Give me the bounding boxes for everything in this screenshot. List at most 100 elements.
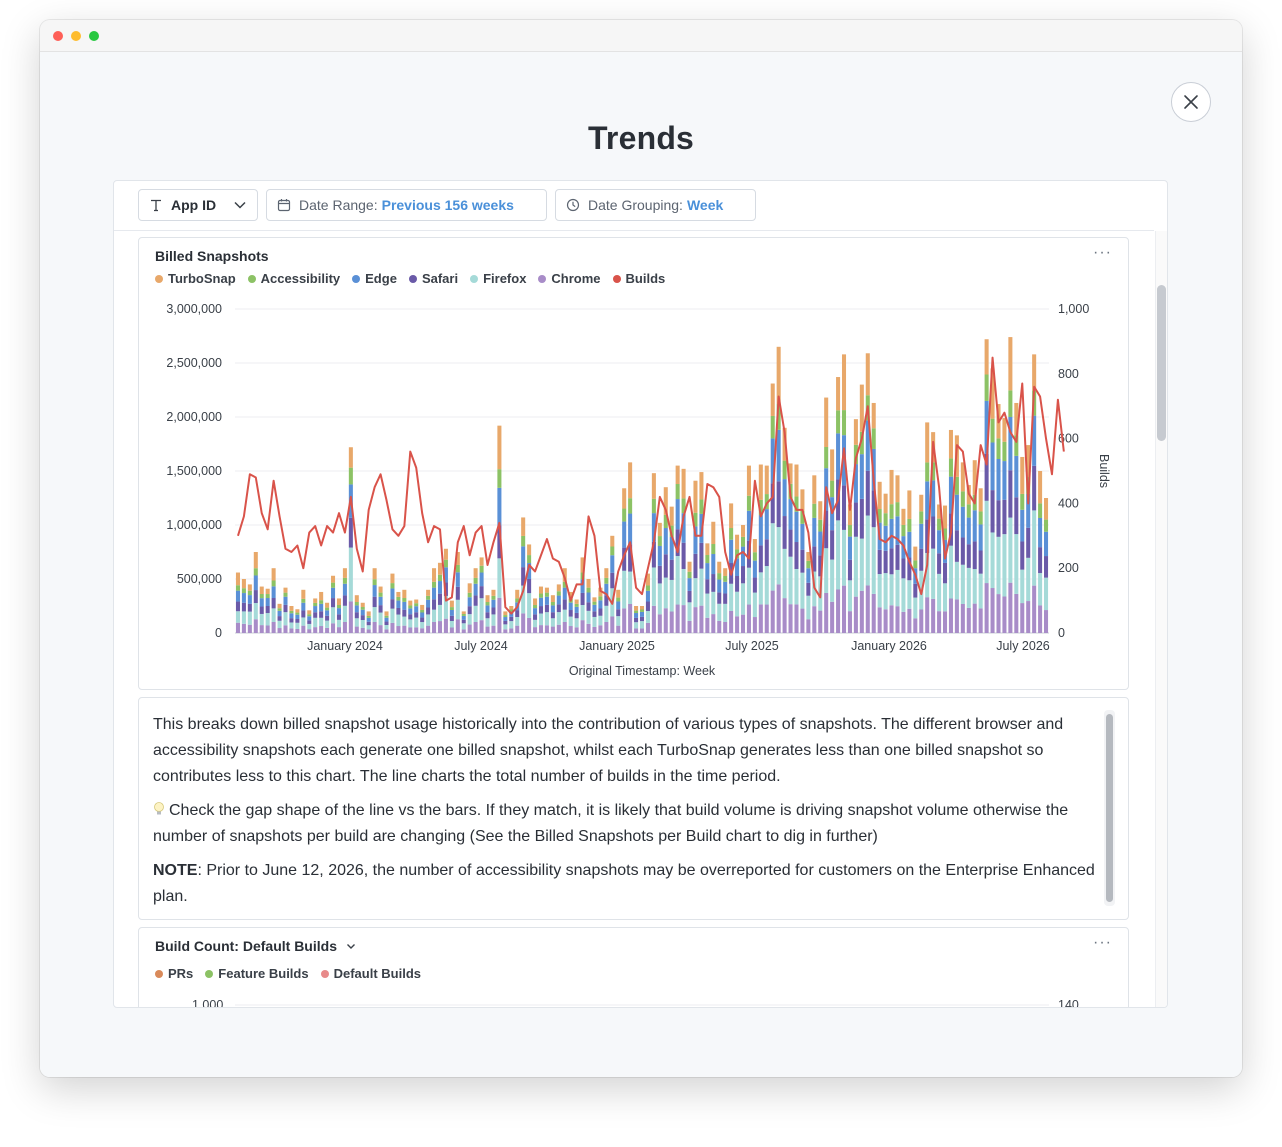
bar-segment bbox=[283, 604, 288, 613]
bar-segment bbox=[836, 433, 841, 480]
bar-segment bbox=[277, 608, 282, 611]
bar-segment bbox=[883, 513, 888, 526]
more-options-button[interactable]: ··· bbox=[1093, 934, 1112, 951]
bar-segment bbox=[491, 599, 496, 608]
legend-item-accessibility[interactable]: Accessibility bbox=[247, 271, 340, 286]
build-count-title-dropdown[interactable]: Build Count: Default Builds bbox=[155, 938, 357, 954]
bar-segment bbox=[687, 590, 692, 603]
description-scrollbar-thumb[interactable] bbox=[1106, 714, 1113, 902]
close-modal-button[interactable] bbox=[1171, 82, 1211, 122]
bar-segment bbox=[806, 619, 811, 633]
bar-segment bbox=[818, 501, 823, 520]
zoom-window-button[interactable] bbox=[89, 31, 99, 41]
legend-item-prs[interactable]: PRs bbox=[155, 966, 193, 981]
bar-segment bbox=[984, 374, 989, 401]
legend-item-turbosnap[interactable]: TurboSnap bbox=[155, 271, 236, 286]
bar-segment bbox=[800, 608, 805, 633]
bar-segment bbox=[859, 498, 864, 539]
legend-item-builds[interactable]: Builds bbox=[612, 271, 665, 286]
bar-segment bbox=[639, 606, 645, 610]
date-grouping-filter[interactable]: Date Grouping: Week bbox=[555, 189, 756, 221]
bar-segment bbox=[776, 584, 781, 633]
bar-segment bbox=[752, 560, 757, 578]
build-count-chart[interactable]: 1,000 140 bbox=[139, 992, 1128, 1008]
legend-label: Edge bbox=[365, 271, 397, 286]
legend-dot bbox=[408, 274, 417, 283]
bar-segment bbox=[432, 568, 437, 582]
bar-segment bbox=[479, 572, 484, 587]
x-tick-label: January 2024 bbox=[307, 639, 383, 653]
bar-segment bbox=[806, 560, 811, 569]
bar-segment bbox=[764, 566, 769, 605]
chevron-down-icon bbox=[346, 944, 355, 949]
bar-segment bbox=[491, 614, 496, 626]
modal-title: Trends bbox=[587, 120, 695, 156]
bar-segment bbox=[943, 583, 948, 612]
bar-segment bbox=[544, 604, 549, 613]
date-range-filter[interactable]: Date Range: Previous 156 weeks bbox=[266, 189, 547, 221]
legend-item-chrome[interactable]: Chrome bbox=[538, 271, 601, 286]
bar-segment bbox=[841, 354, 847, 411]
bar-segment bbox=[960, 506, 965, 538]
bar-segment bbox=[414, 627, 419, 633]
legend-label: PRs bbox=[168, 966, 194, 981]
bar-segment bbox=[402, 625, 407, 633]
bar-segment bbox=[639, 621, 645, 629]
bar-segment bbox=[818, 531, 823, 556]
app-id-dropdown[interactable]: App ID bbox=[138, 189, 258, 221]
bar-segment bbox=[396, 600, 401, 608]
bar-segment bbox=[723, 593, 728, 604]
bar-segment bbox=[562, 581, 567, 588]
bar-segment bbox=[764, 604, 769, 633]
bar-segment bbox=[289, 618, 294, 623]
bar-segment bbox=[681, 568, 686, 606]
bar-segment bbox=[871, 527, 876, 594]
legend-item-safari[interactable]: Safari bbox=[408, 271, 458, 286]
bar-segment bbox=[723, 575, 728, 582]
bar-segment bbox=[432, 609, 437, 622]
bar-segment bbox=[247, 590, 252, 596]
legend-item-edge[interactable]: Edge bbox=[352, 271, 397, 286]
bar-segment bbox=[414, 617, 419, 628]
y2-axis-label: Builds bbox=[1097, 454, 1111, 488]
bar-segment bbox=[533, 605, 538, 609]
bar-segment bbox=[907, 557, 912, 581]
bar-segment bbox=[277, 620, 282, 629]
bar-segment bbox=[1008, 470, 1013, 518]
bar-segment bbox=[1032, 354, 1037, 391]
bar-segment bbox=[1044, 519, 1049, 532]
bar-segment bbox=[675, 556, 680, 605]
bar-segment bbox=[259, 598, 264, 607]
bar-segment bbox=[693, 512, 698, 527]
legend-item-firefox[interactable]: Firefox bbox=[470, 271, 526, 286]
bar-segment bbox=[634, 613, 639, 618]
bar-segment bbox=[247, 611, 252, 625]
bar-segment bbox=[824, 592, 829, 633]
bar-segment bbox=[699, 605, 704, 633]
legend-item-default-builds[interactable]: Default Builds bbox=[320, 966, 421, 981]
close-window-button[interactable] bbox=[53, 31, 63, 41]
bar-segment bbox=[426, 589, 431, 596]
bar-segment bbox=[717, 592, 722, 604]
bar-segment bbox=[830, 480, 835, 498]
billed-snapshots-chart[interactable]: 3,000,000 2,500,000 2,000,000 1,500,000 1,00… bbox=[139, 290, 1128, 690]
minimize-window-button[interactable] bbox=[71, 31, 81, 41]
bar-segment bbox=[574, 599, 579, 604]
bar-segment bbox=[699, 499, 704, 514]
bar-segment bbox=[313, 612, 318, 618]
bar-segment bbox=[319, 600, 324, 604]
bar-segment bbox=[782, 427, 787, 461]
bar-segment bbox=[1014, 402, 1019, 436]
bar-segment bbox=[740, 614, 746, 633]
bar-segment bbox=[770, 590, 775, 633]
panel-scrollbar-thumb[interactable] bbox=[1157, 285, 1166, 441]
bar-segment bbox=[984, 453, 989, 501]
bar-segment bbox=[693, 480, 698, 513]
bar-segment bbox=[645, 573, 650, 586]
bar-segment bbox=[687, 620, 692, 633]
legend-item-feature-builds[interactable]: Feature Builds bbox=[205, 966, 309, 981]
bar-segment bbox=[895, 569, 900, 607]
y-tick-label: 500,000 bbox=[177, 572, 222, 586]
more-options-button[interactable]: ··· bbox=[1093, 244, 1112, 261]
bar-segment bbox=[675, 529, 680, 556]
